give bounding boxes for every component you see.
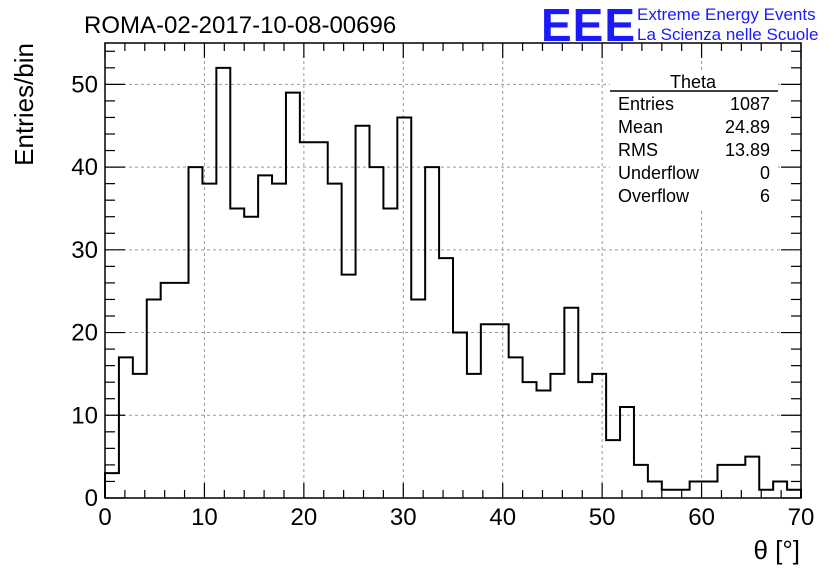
stats-value-underflow: 0 (760, 163, 770, 183)
y-tick-label-50: 50 (71, 71, 98, 98)
x-tick-label-20: 20 (291, 504, 318, 531)
stats-label-entries: Entries (618, 94, 674, 114)
x-tick-label-60: 60 (688, 504, 715, 531)
histogram-line (104, 66, 802, 498)
x-tick-label-50: 50 (589, 504, 616, 531)
x-tick-label-10: 10 (191, 504, 218, 531)
eee-logo: EEE Extreme Energy Events La Scienza nel… (541, 0, 818, 51)
y-tick-label-10: 10 (71, 402, 98, 429)
stats-label-rms: RMS (618, 140, 658, 160)
stats-label-mean: Mean (618, 117, 663, 137)
x-tick-label-30: 30 (390, 504, 417, 531)
stats-value-rms: 13.89 (725, 140, 770, 160)
axis-ticks (104, 43, 802, 499)
y-tick-label-30: 30 (71, 237, 98, 264)
stats-box-background (610, 73, 778, 211)
stats-box-title: Theta (670, 72, 717, 92)
stats-value-entries: 1087 (730, 94, 770, 114)
stats-value-overflow: 6 (760, 186, 770, 206)
x-tick-label-0: 0 (98, 504, 111, 531)
logo-line-2: La Scienza nelle Scuole (637, 25, 818, 44)
stats-label-underflow: Underflow (618, 163, 700, 183)
chart-title: ROMA-02-2017-10-08-00696 (84, 12, 396, 39)
logo-mark: EEE (541, 0, 636, 51)
stats-value-mean: 24.89 (725, 117, 770, 137)
y-tick-label-20: 20 (71, 320, 98, 347)
plot-frame (104, 42, 802, 499)
y-tick-label-0: 0 (85, 485, 98, 512)
stats-label-overflow: Overflow (618, 186, 690, 206)
stats-box: Theta Entries 1087 Mean 24.89 RMS 13.89 … (610, 72, 778, 211)
x-axis-label: θ [°] (753, 535, 800, 565)
x-tick-label-70: 70 (788, 504, 815, 531)
x-tick-label-40: 40 (489, 504, 516, 531)
y-axis-label: Entries/bin (9, 43, 39, 166)
y-tick-label-40: 40 (71, 154, 98, 181)
logo-line-1: Extreme Energy Events (637, 5, 816, 24)
